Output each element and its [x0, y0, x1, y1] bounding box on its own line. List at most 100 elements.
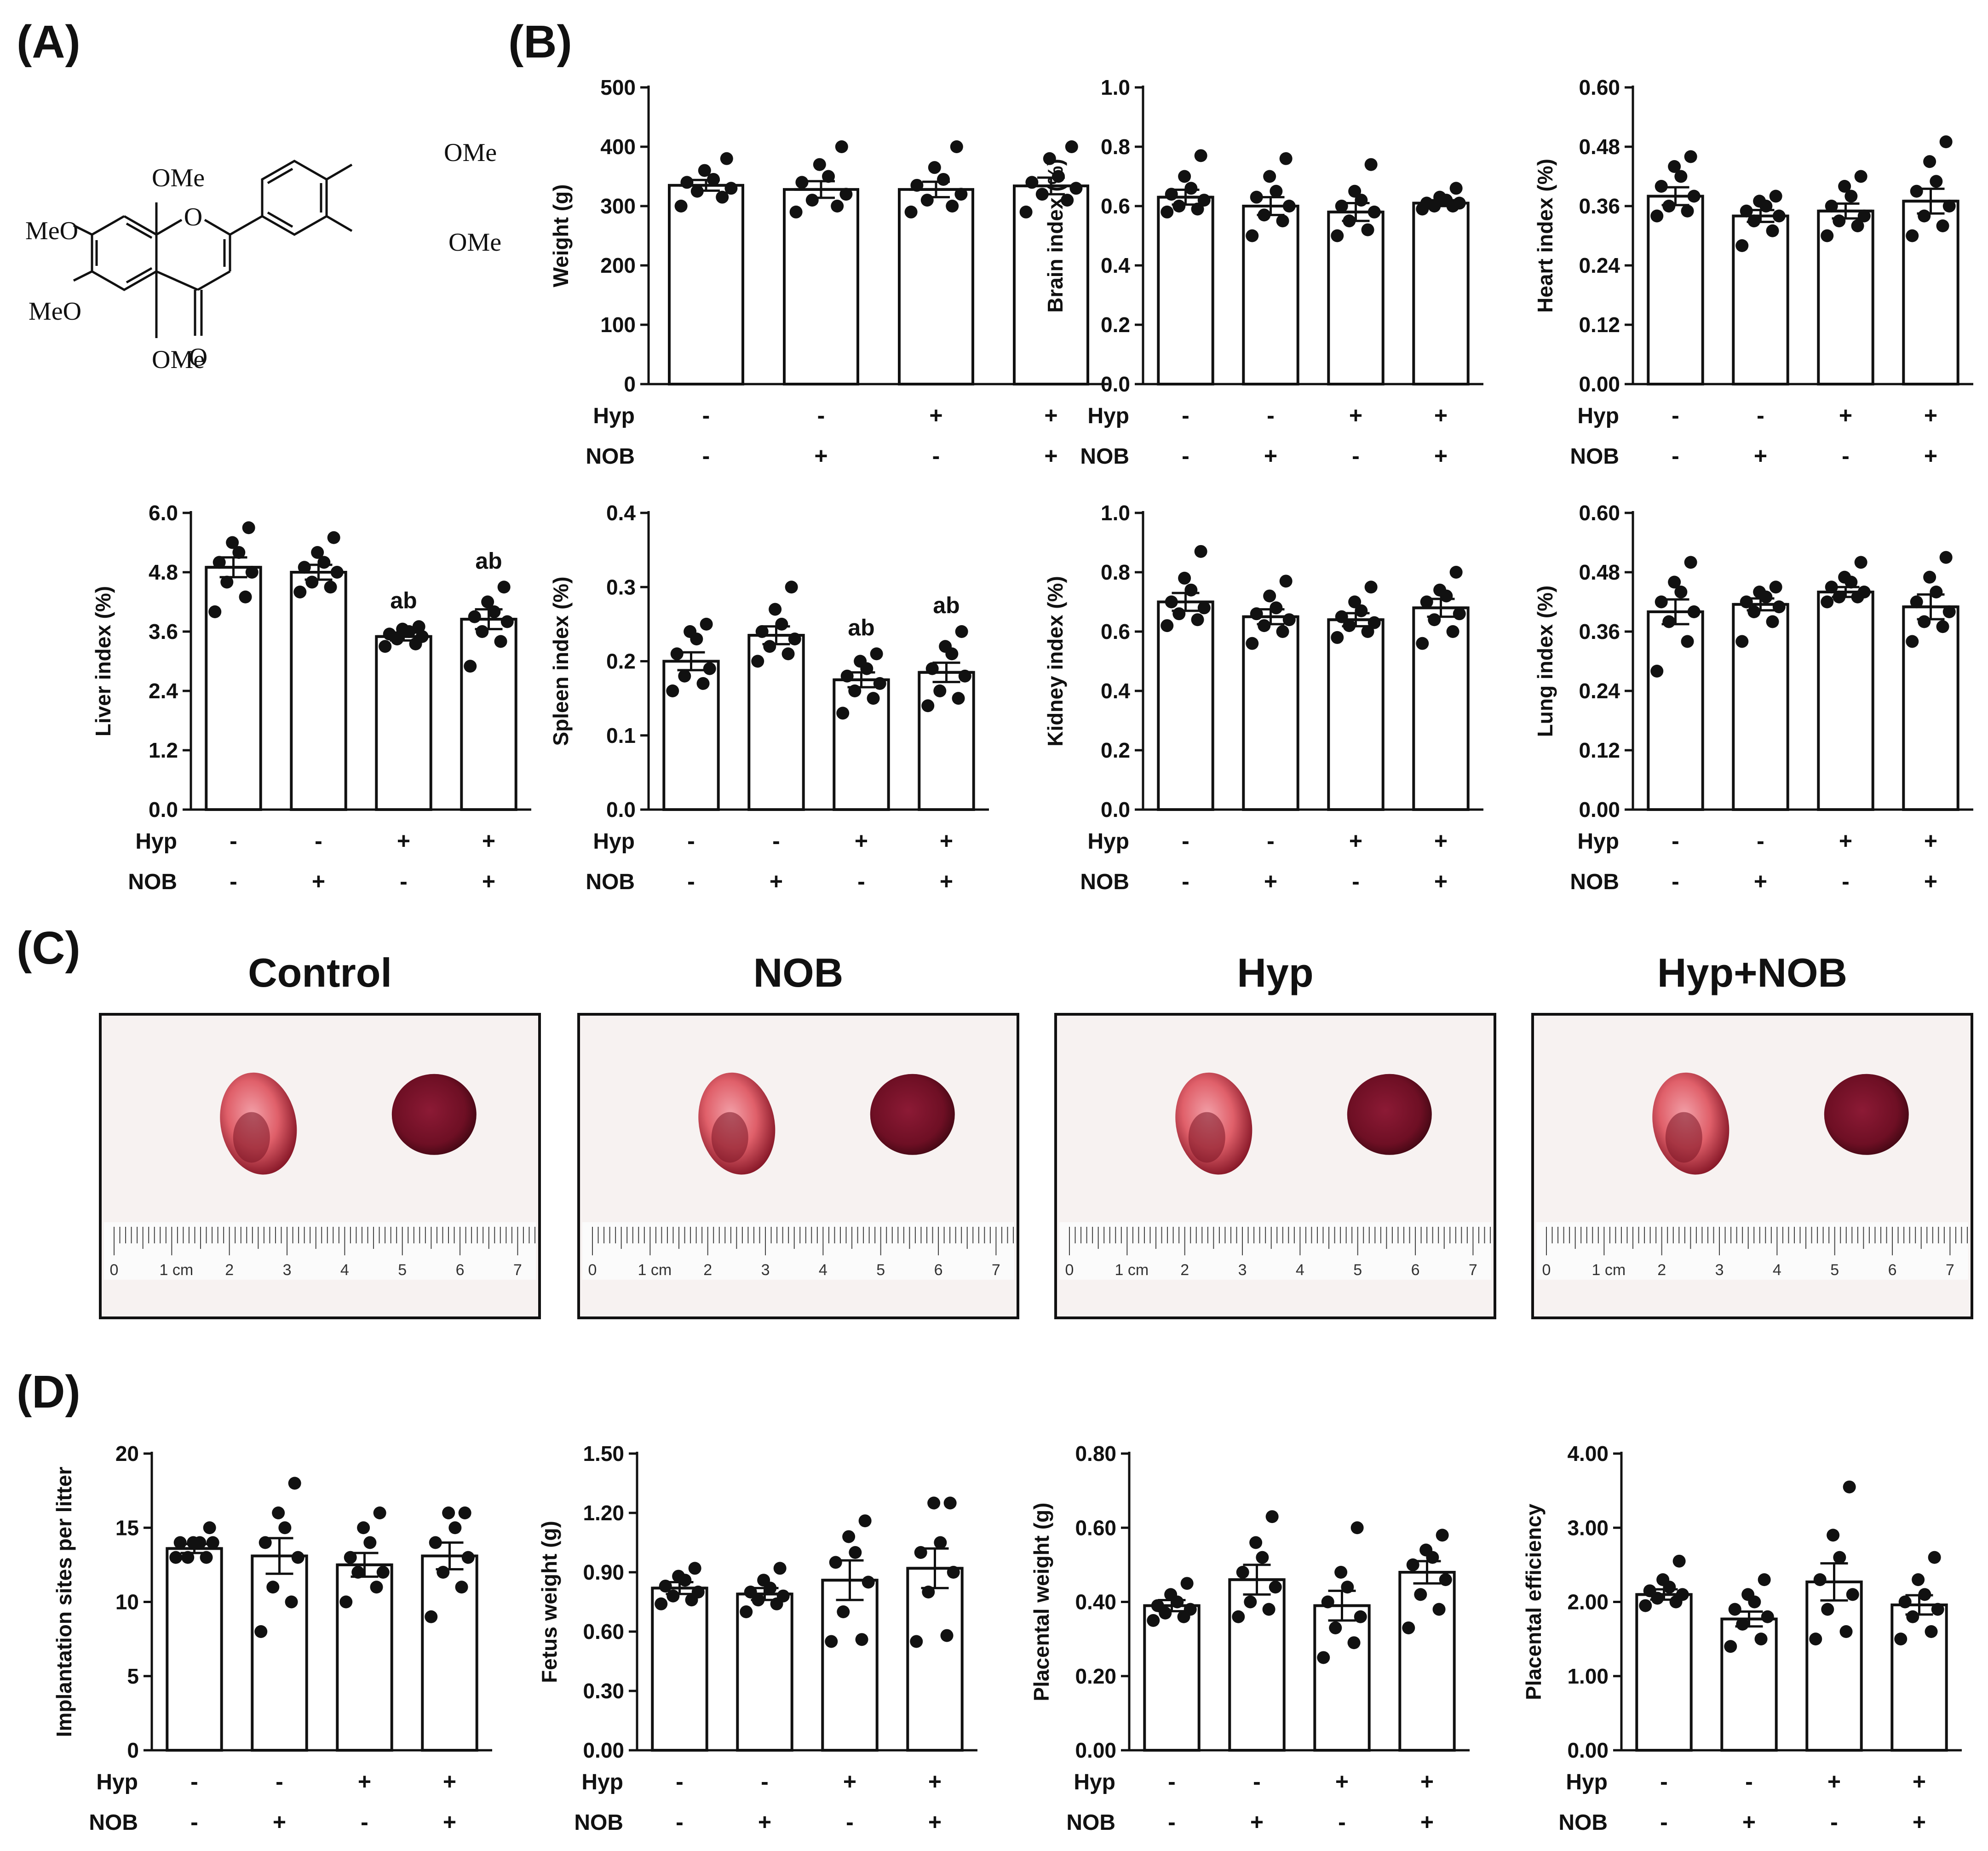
data-point	[494, 635, 507, 648]
y-tick-label: 0.4	[606, 501, 636, 525]
data-point	[1735, 635, 1749, 648]
data-point	[464, 660, 477, 673]
data-point	[1270, 184, 1283, 198]
data-point	[1809, 1633, 1822, 1646]
data-point	[1643, 1584, 1656, 1598]
data-point	[220, 575, 234, 589]
data-point	[1449, 182, 1463, 195]
y-tick-label: 2.4	[149, 679, 178, 703]
data-point	[1348, 595, 1362, 609]
ruler-number: 1 cm	[638, 1261, 672, 1279]
ruler-number: 6	[456, 1261, 465, 1279]
data-point	[700, 617, 713, 631]
y-tick-label: 0.24	[1579, 253, 1620, 277]
data-point	[272, 1506, 285, 1519]
data-point	[1833, 590, 1846, 604]
data-point	[724, 182, 738, 195]
data-point	[1936, 620, 1949, 633]
ruler-number: 2	[703, 1261, 712, 1279]
data-point	[1446, 625, 1459, 638]
panel-label-c: (C)	[17, 922, 80, 974]
data-point	[840, 669, 854, 683]
nob-row-label: NOB	[1080, 870, 1129, 894]
bar-hyp-nob	[1013, 184, 1089, 385]
photo-hyp-nob: Hyp+NOB 0 1 cm 2 3 4 5 6 7	[1531, 950, 1973, 1319]
hyp-sign: -	[1672, 402, 1679, 428]
data-point	[1172, 200, 1186, 213]
structure-bonds	[73, 160, 353, 338]
y-tick-label: 0.36	[1579, 194, 1620, 218]
data-point	[1151, 1599, 1164, 1612]
data-point	[1821, 229, 1834, 242]
bar-control	[166, 1547, 223, 1752]
data-point	[1419, 1543, 1433, 1557]
data-point	[1728, 1603, 1741, 1616]
bar-hyp	[898, 188, 974, 385]
y-tick-label: 0.2	[1101, 313, 1130, 337]
bar-hyp-nob	[1890, 1603, 1948, 1752]
ring-b-double-3	[267, 211, 293, 228]
data-point	[1918, 615, 1931, 628]
data-point	[904, 205, 918, 218]
data-point	[1178, 571, 1191, 585]
y-tick-label: 1.00	[1567, 1664, 1609, 1688]
hyp-sign: -	[761, 1769, 769, 1794]
data-point	[1147, 1614, 1160, 1627]
hyp-sign: +	[855, 828, 868, 854]
y-tick-label: 0.6	[1101, 620, 1130, 644]
data-point	[914, 1546, 927, 1559]
nob-sign: +	[1754, 443, 1767, 469]
data-point	[1939, 551, 1953, 564]
nob-sign: +	[1754, 868, 1767, 894]
data-point	[1025, 176, 1039, 189]
data-point	[690, 184, 704, 198]
data-point	[1250, 190, 1263, 204]
data-point	[1939, 135, 1953, 149]
data-point	[1894, 1633, 1908, 1646]
nob-sign: -	[1842, 443, 1850, 469]
nob-sign: -	[702, 443, 710, 469]
ruler-number: 0	[110, 1261, 119, 1279]
data-point	[1317, 1651, 1330, 1664]
hyp-sign: +	[1924, 828, 1937, 854]
data-point	[1361, 223, 1374, 236]
data-point	[698, 164, 711, 177]
data-point	[1687, 605, 1701, 618]
data-point	[461, 1551, 475, 1564]
data-point	[351, 1566, 365, 1579]
data-point	[1857, 209, 1871, 223]
nob-sign: -	[190, 1809, 198, 1835]
data-point	[1335, 200, 1348, 213]
y-tick-label: 0.00	[1075, 1738, 1116, 1762]
nob-sign: +	[1913, 1809, 1926, 1835]
hyp-row-label: Hyp	[593, 404, 635, 428]
data-point	[1676, 1588, 1689, 1601]
data-point	[835, 140, 848, 153]
data-point	[1256, 1551, 1269, 1564]
bar-control	[651, 1587, 708, 1752]
data-point	[1918, 209, 1931, 223]
data-point	[1262, 1603, 1276, 1616]
data-point	[854, 655, 867, 668]
data-point	[805, 194, 819, 207]
nob-sign: +	[1924, 868, 1937, 894]
data-point	[1265, 1510, 1279, 1523]
y-tick-label: 0.6	[1101, 194, 1130, 218]
hyp-row-label: Hyp	[593, 829, 635, 854]
y-axis-title: Brain index (%)	[1043, 159, 1067, 313]
data-point	[848, 684, 862, 697]
data-point	[1282, 613, 1296, 627]
data-point	[684, 625, 697, 638]
data-point	[239, 590, 252, 604]
y-tick-label: 0.0	[149, 798, 178, 822]
data-point	[1930, 175, 1943, 188]
data-point	[934, 1536, 947, 1549]
nob-sign: +	[1264, 443, 1277, 469]
data-point	[837, 1605, 850, 1618]
nob-sign: +	[1250, 1809, 1264, 1835]
data-point	[291, 1551, 305, 1564]
data-point	[379, 640, 392, 653]
data-point	[703, 662, 716, 675]
data-point	[226, 536, 239, 549]
data-point	[829, 1556, 842, 1569]
